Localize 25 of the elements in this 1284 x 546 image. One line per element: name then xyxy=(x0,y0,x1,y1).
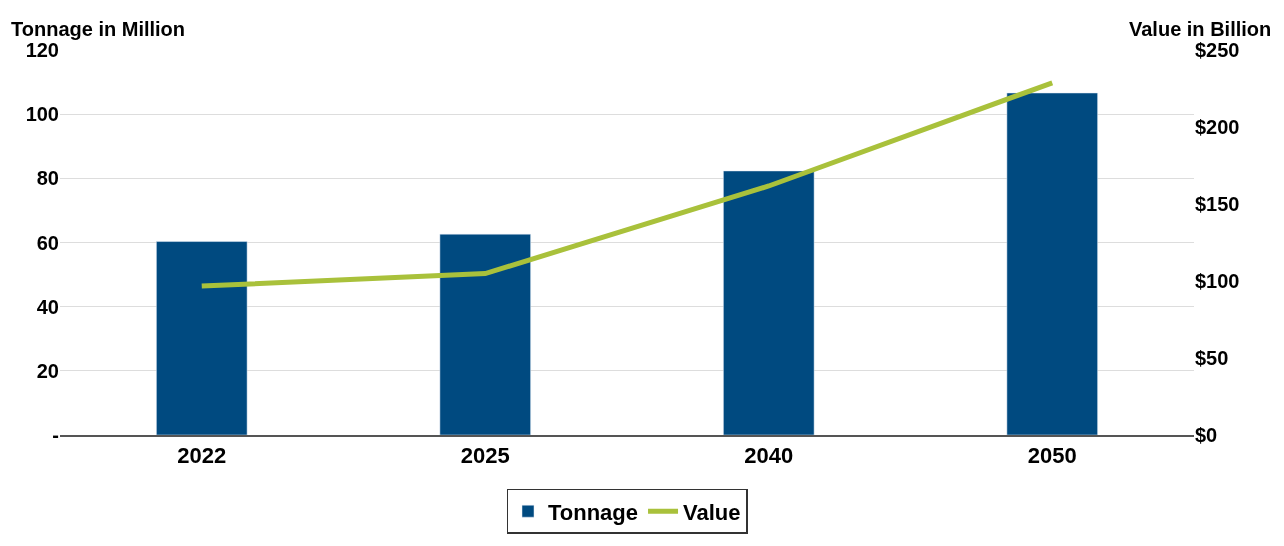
bar xyxy=(156,241,248,435)
y-tick-label: 20 xyxy=(36,359,59,382)
y2-tick-label: $0 xyxy=(1195,424,1218,446)
y-axis-title: Tonnage in Million xyxy=(11,18,186,40)
y2-tick-label: $150 xyxy=(1195,193,1240,215)
y-tick-label: 60 xyxy=(36,231,59,254)
legend-label: Value xyxy=(683,499,741,525)
x-tick-label: 2022 xyxy=(177,443,227,469)
bar xyxy=(439,233,531,435)
y2-axis-title: Value in Billion xyxy=(1129,18,1272,40)
y-tick-label: 40 xyxy=(36,295,59,318)
y2-tick-label: $250 xyxy=(1195,39,1240,61)
y-tick-label: 120 xyxy=(25,39,59,61)
bar xyxy=(1006,92,1098,435)
x-tick-label: 2040 xyxy=(744,443,794,469)
x-tick-label: 2050 xyxy=(1027,443,1077,469)
y-tick-label: 80 xyxy=(36,167,59,190)
y-tick-label: 100 xyxy=(25,103,59,126)
y2-tick-label: $100 xyxy=(1195,270,1240,292)
x-tick-label: 2025 xyxy=(460,443,510,469)
bar xyxy=(723,170,815,435)
y2-tick-label: $200 xyxy=(1195,116,1240,138)
y-tick-label: - xyxy=(52,424,59,446)
legend-label: Tonnage xyxy=(548,499,639,525)
y2-tick-label: $50 xyxy=(1195,347,1229,369)
